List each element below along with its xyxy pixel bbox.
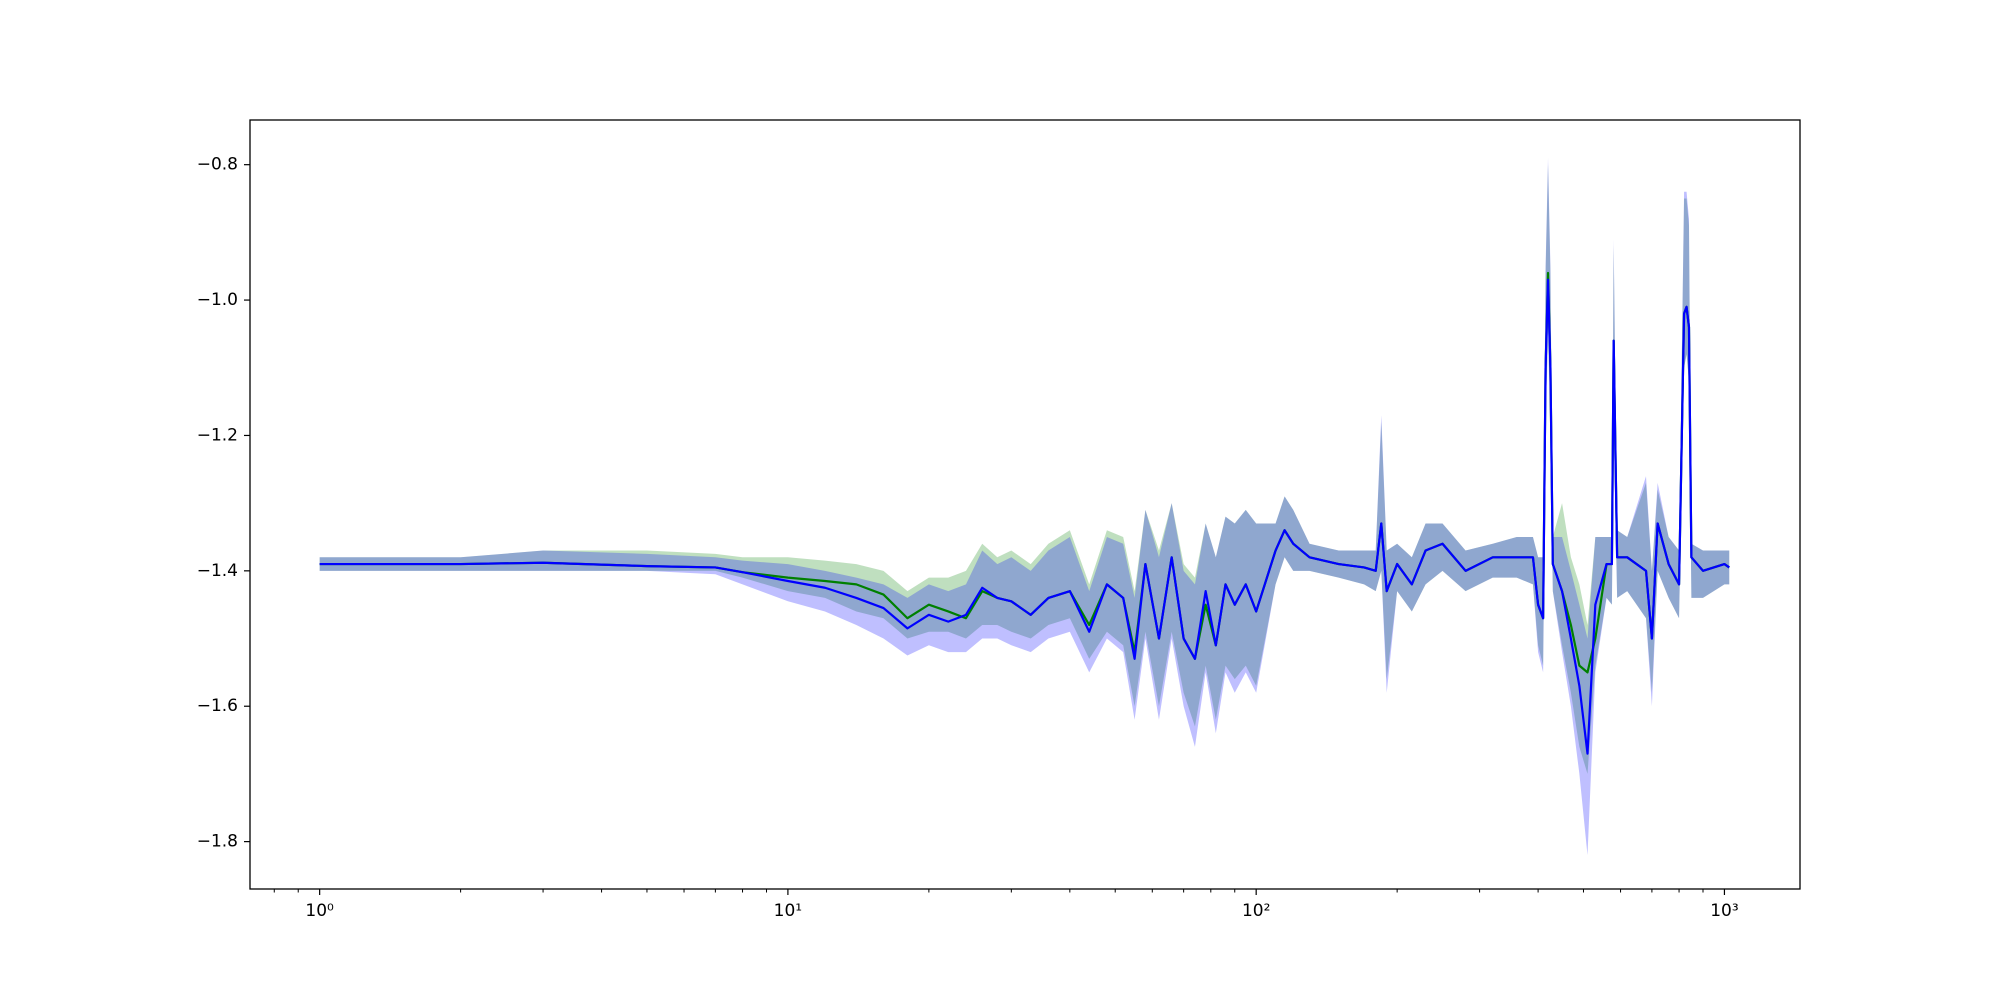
x-tick-label: 10² <box>1242 901 1270 921</box>
band <box>319 157 1730 856</box>
y-tick-label: −0.8 <box>197 155 238 175</box>
line <box>319 278 1730 755</box>
x-tick-label: 10³ <box>1710 901 1738 921</box>
y-tick-label: −1.6 <box>197 696 238 716</box>
x-tick-label: 10⁰ <box>305 901 334 921</box>
x-tick-label: 10¹ <box>774 901 802 921</box>
axes-frame <box>249 119 1801 890</box>
y-tick-label: −1.0 <box>197 290 238 310</box>
band <box>319 164 1730 774</box>
y-tick-label: −1.8 <box>197 832 238 852</box>
y-tick-label: −1.2 <box>197 425 238 445</box>
y-tick-label: −1.4 <box>197 561 238 581</box>
